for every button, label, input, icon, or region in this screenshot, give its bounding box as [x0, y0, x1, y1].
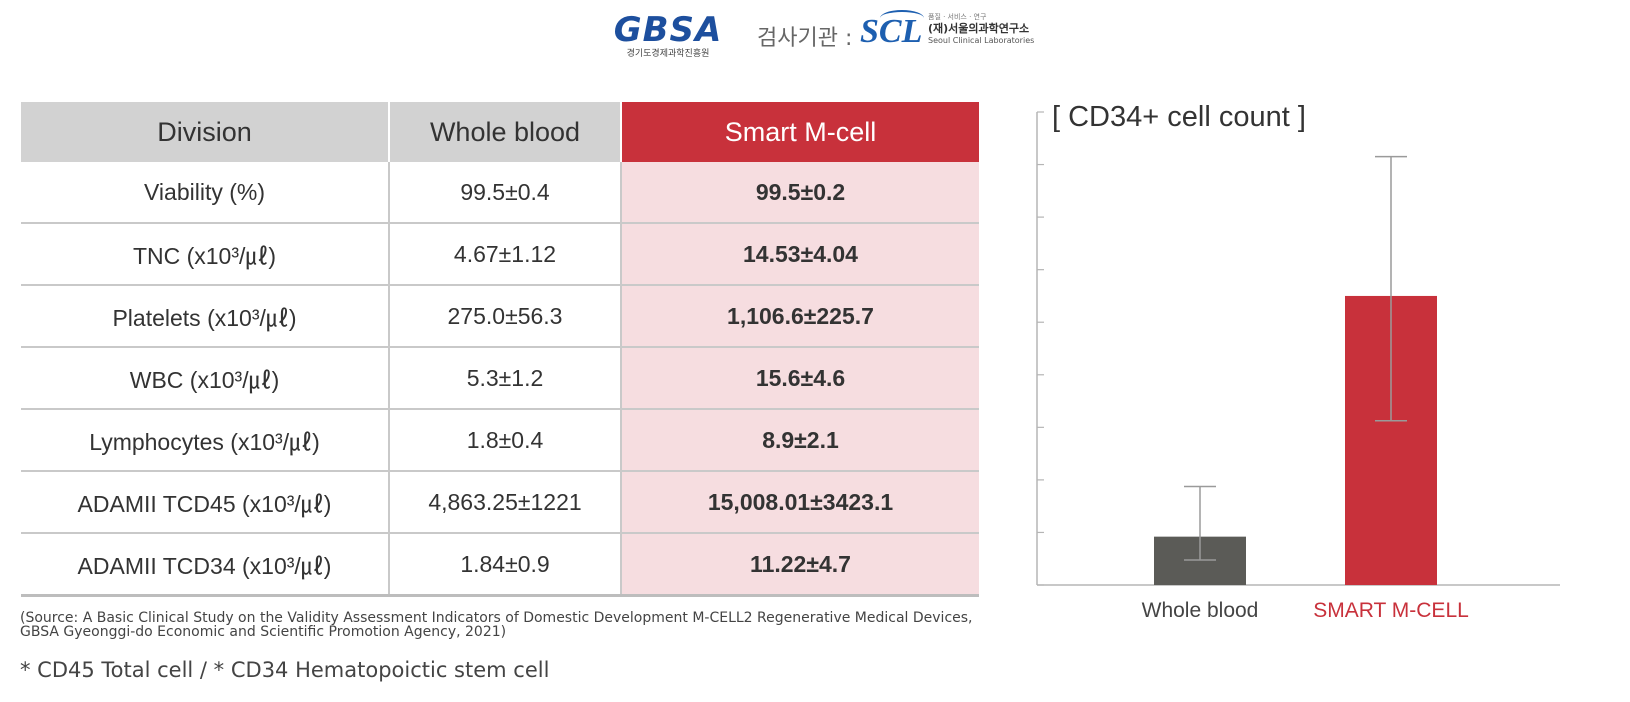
table-row: WBC (x10³/㎕) 5.3±1.2 15.6±4.6 [21, 347, 979, 410]
smart-m-cell-value: 1,106.6±225.7 [621, 285, 979, 348]
header-whole-blood: Whole blood [389, 102, 622, 162]
whole-blood-value: 275.0±56.3 [389, 285, 622, 348]
header: GBSA 경기도경제과학진흥원 검사기관 : SCL 품질 · 서비스 · 연구… [0, 8, 1630, 60]
scl-name-en: Seoul Clinical Laboratories [928, 36, 1035, 45]
cd34-bar-chart: [ CD34+ cell count ] 024681012141618 Who… [1036, 101, 1560, 622]
category-label: SMART M-CELL [1313, 599, 1469, 622]
scl-name-ko: (재)서울의과학연구소 [928, 22, 1030, 35]
table-row: Lymphocytes (x10³/㎕) 1.8±0.4 8.9±2.1 [21, 409, 979, 472]
table-row: ADAMII TCD34 (x10³/㎕) 1.84±0.9 11.22±4.7 [21, 533, 979, 597]
gbsa-logo: GBSA 경기도경제과학진흥원 [613, 10, 723, 59]
header-division: Division [21, 102, 390, 162]
y-axis-ticks: 024681012141618 [1037, 111, 1044, 586]
smart-m-cell-value: 8.9±2.1 [621, 409, 979, 472]
scl-logo: SCL [860, 13, 923, 50]
row-label: TNC (x10³/㎕) [21, 223, 390, 286]
inspection-agency-label: 검사기관 : [757, 26, 853, 51]
error-bars [1184, 155, 1407, 561]
row-label: ADAMII TCD45 (x10³/㎕) [21, 471, 390, 534]
row-label: Platelets (x10³/㎕) [21, 285, 390, 348]
smart-m-cell-value: 99.5±0.2 [621, 162, 979, 224]
header-smart-m-cell: Smart M-cell [621, 102, 979, 162]
whole-blood-value: 4.67±1.12 [389, 223, 622, 286]
comparison-table: Division Whole blood Smart M-cell Viabil… [21, 102, 979, 597]
category-labels: Whole blood SMART M-CELL [1142, 599, 1469, 622]
category-label: Whole blood [1142, 599, 1259, 622]
table-header-row: Division Whole blood Smart M-cell [21, 102, 979, 162]
table-row: TNC (x10³/㎕) 4.67±1.12 14.53±4.04 [21, 223, 979, 286]
smart-m-cell-value: 15,008.01±3423.1 [621, 471, 979, 534]
smart-m-cell-value: 11.22±4.7 [621, 533, 979, 597]
row-label: Lymphocytes (x10³/㎕) [21, 409, 390, 472]
scl-tagline: 품질 · 서비스 · 연구 [928, 13, 987, 21]
smart-m-cell-value: 15.6±4.6 [621, 347, 979, 410]
table-row: Platelets (x10³/㎕) 275.0±56.3 1,106.6±22… [21, 285, 979, 348]
smart-m-cell-value: 14.53±4.04 [621, 223, 979, 286]
chart-title: [ CD34+ cell count ] [1052, 101, 1306, 133]
scl-name-block: 품질 · 서비스 · 연구 (재)서울의과학연구소 Seoul Clinical… [928, 12, 1034, 46]
table-row: ADAMII TCD45 (x10³/㎕) 4,863.25±1221 15,0… [21, 471, 979, 534]
source-citation: (Source: A Basic Clinical Study on the V… [20, 610, 973, 640]
row-label: Viability (%) [21, 162, 390, 224]
table-row: Viability (%) 99.5±0.4 99.5±0.2 [21, 162, 979, 224]
whole-blood-value: 4,863.25±1221 [389, 471, 622, 534]
bars [1154, 295, 1437, 585]
footnote: * CD45 Total cell / * CD34 Hematopoictic… [20, 658, 550, 682]
whole-blood-value: 1.8±0.4 [389, 409, 622, 472]
whole-blood-value: 1.84±0.9 [389, 533, 622, 597]
row-label: ADAMII TCD34 (x10³/㎕) [21, 533, 390, 597]
whole-blood-value: 5.3±1.2 [389, 347, 622, 410]
scl-logo-arc-icon [880, 10, 924, 26]
whole-blood-value: 99.5±0.4 [389, 162, 622, 224]
row-label: WBC (x10³/㎕) [21, 347, 390, 410]
